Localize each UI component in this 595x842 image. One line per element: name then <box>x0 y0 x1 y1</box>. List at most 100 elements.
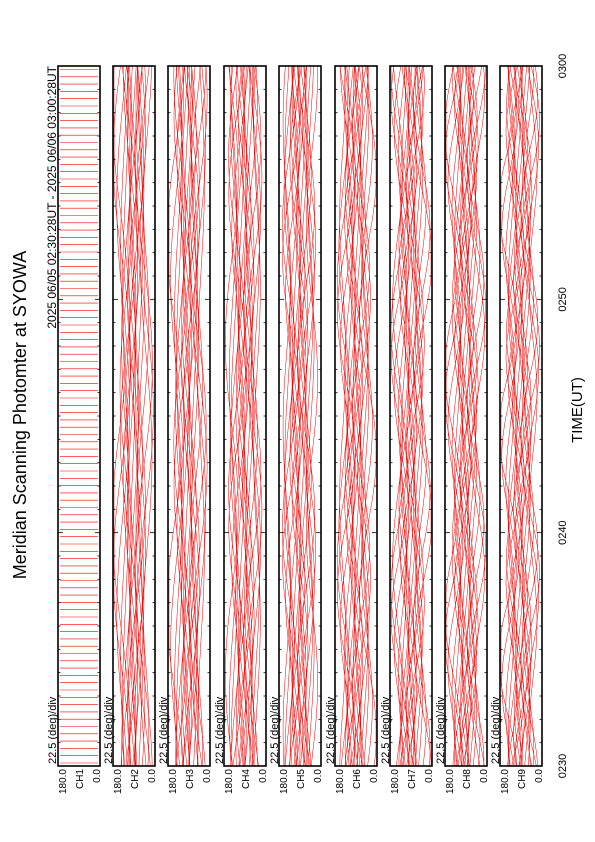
period: 2025 06/05 02:30:28UT - 2025 06/06 03:00… <box>45 65 59 328</box>
trace <box>120 65 129 767</box>
trace <box>181 65 197 767</box>
trace <box>354 66 363 766</box>
trace <box>344 65 363 767</box>
panel: 22.5 (deg)/div 180.0 CH7 0.0 <box>380 65 435 794</box>
trace <box>400 65 408 767</box>
trace <box>390 65 408 767</box>
panel: 22.5 (deg)/div 180.0 CH1 0.0 <box>47 65 103 794</box>
trace <box>508 65 515 767</box>
trace <box>122 66 138 767</box>
trace <box>452 65 468 767</box>
range-top: 180.0 <box>390 769 401 794</box>
panel: 22.5 (deg)/div 180.0 CH2 0.0 <box>103 65 158 794</box>
trace <box>252 66 260 767</box>
trace <box>228 65 245 767</box>
channel-label: CH3 <box>185 769 196 789</box>
range-top: 180.0 <box>224 769 235 794</box>
trace <box>400 65 410 767</box>
trace <box>505 65 515 767</box>
trace <box>113 65 131 767</box>
trace <box>339 65 347 767</box>
trace <box>464 65 478 767</box>
trace <box>134 65 153 767</box>
trace <box>415 65 423 767</box>
trace <box>451 65 462 767</box>
range-top: 180.0 <box>279 769 290 794</box>
range-top: 180.0 <box>168 769 179 794</box>
trace <box>344 65 354 767</box>
trace <box>191 65 199 767</box>
trace <box>248 65 261 767</box>
trace <box>283 65 295 767</box>
trace <box>406 65 421 767</box>
trace <box>176 65 192 767</box>
trace <box>231 66 247 767</box>
panel: 22.5 (deg)/div 180.0 CH3 0.0 <box>158 65 213 794</box>
trace <box>291 65 309 767</box>
panel: 22.5 (deg)/div 180.0 CH4 0.0 <box>214 65 269 794</box>
trace <box>174 65 183 767</box>
panel: 22.5 (deg)/div 180.0 CH6 0.0 <box>325 65 380 794</box>
trace <box>360 65 369 767</box>
x-tick-label: 0240 <box>557 520 569 544</box>
panel-frame <box>278 65 322 767</box>
range-bottom: 0.0 <box>534 769 545 783</box>
trace <box>392 65 404 767</box>
trace <box>229 65 237 767</box>
trace <box>340 66 356 766</box>
trace <box>524 65 539 767</box>
trace <box>353 65 361 767</box>
range-top: 180.0 <box>500 769 511 794</box>
range-top: 180.0 <box>335 769 346 794</box>
trace <box>520 65 538 767</box>
panel-frame <box>389 65 433 767</box>
x-tick-label: 0300 <box>557 54 569 78</box>
trace <box>243 65 262 767</box>
trace <box>351 65 370 767</box>
trace <box>360 65 373 767</box>
trace <box>513 65 532 767</box>
trace <box>139 65 153 767</box>
range-top: 180.0 <box>58 769 69 794</box>
trace <box>244 65 263 767</box>
scale-label: 22.5 (deg)/div <box>269 696 281 764</box>
trace <box>245 66 254 767</box>
trace <box>116 65 130 767</box>
trace <box>522 65 530 767</box>
trace <box>119 65 139 767</box>
trace <box>173 65 193 767</box>
trace <box>225 65 239 767</box>
panel-frame <box>444 65 488 767</box>
trace <box>298 65 316 767</box>
trace <box>229 65 241 767</box>
trace <box>447 65 463 767</box>
trace <box>305 65 314 767</box>
trace <box>454 65 461 767</box>
trace <box>113 65 130 767</box>
channel-label: CH9 <box>517 769 528 789</box>
range-bottom: 0.0 <box>313 769 324 783</box>
x-tick-label: 0230 <box>557 754 569 778</box>
trace <box>236 65 252 767</box>
trace <box>514 65 533 767</box>
trace <box>413 65 431 767</box>
trace <box>518 65 531 767</box>
trace <box>245 65 252 767</box>
landscape-figure: Meridian Scanning Photomter at SYOWA 202… <box>10 54 586 794</box>
trace <box>282 65 299 767</box>
trace <box>126 65 137 767</box>
trace <box>122 65 129 767</box>
trace <box>528 65 538 767</box>
trace <box>244 65 258 766</box>
trace <box>306 65 318 767</box>
trace <box>188 65 207 767</box>
trace <box>235 65 245 767</box>
trace <box>336 65 354 767</box>
scale-label: 22.5 (deg)/div <box>435 696 447 764</box>
trace <box>307 65 315 767</box>
trace <box>507 65 518 767</box>
trace <box>521 65 540 767</box>
scale-label: 22.5 (deg)/div <box>158 696 170 764</box>
scale-label: 22.5 (deg)/div <box>214 696 226 764</box>
